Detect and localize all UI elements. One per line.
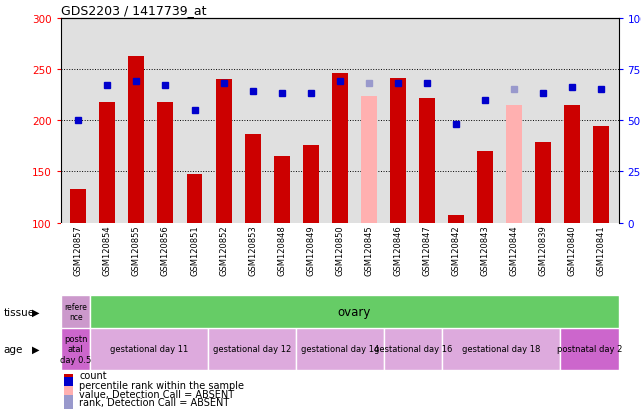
Bar [63,394,72,409]
Text: GSM120856: GSM120856 [161,225,170,276]
Text: ▶: ▶ [31,344,39,354]
Text: rank, Detection Call = ABSENT: rank, Detection Call = ABSENT [79,397,229,407]
Text: GSM120845: GSM120845 [364,225,373,276]
Bar [63,387,72,401]
Text: GSM120849: GSM120849 [306,225,315,276]
Text: GSM120841: GSM120841 [597,225,606,276]
Bar [506,105,522,223]
Text: postnatal day 2: postnatal day 2 [556,344,622,354]
Text: GSM120850: GSM120850 [335,225,344,276]
Bar [158,102,174,223]
Bar [215,80,231,223]
Text: refere
nce: refere nce [64,302,87,321]
Bar [63,377,72,392]
Text: gestational day 18: gestational day 18 [462,344,540,354]
Bar [303,145,319,223]
Text: percentile rank within the sample: percentile rank within the sample [79,380,244,390]
Bar [535,142,551,223]
Text: GSM120851: GSM120851 [190,225,199,276]
Bar [419,98,435,223]
Bar [63,368,72,383]
Text: gestational day 12: gestational day 12 [213,344,291,354]
Bar [384,328,442,370]
Text: GSM120840: GSM120840 [567,225,577,276]
Bar [71,189,87,223]
Bar [187,175,203,223]
Bar [128,57,144,223]
Bar [332,74,347,223]
Text: GSM120848: GSM120848 [277,225,286,276]
Bar [296,328,384,370]
Bar [361,96,377,223]
Bar [564,105,580,223]
Text: GSM120854: GSM120854 [103,225,112,276]
Text: GSM120853: GSM120853 [248,225,257,276]
Bar [593,127,609,223]
Text: ovary: ovary [338,305,371,318]
Text: GSM120857: GSM120857 [74,225,83,276]
Text: value, Detection Call = ABSENT: value, Detection Call = ABSENT [79,389,235,399]
Text: gestational day 14: gestational day 14 [301,344,379,354]
Text: postn
atal
day 0.5: postn atal day 0.5 [60,334,91,364]
Text: GSM120846: GSM120846 [394,225,403,276]
Text: GSM120844: GSM120844 [510,225,519,276]
Bar [560,328,619,370]
Bar [274,157,290,223]
Bar [390,79,406,223]
Text: gestational day 11: gestational day 11 [110,344,188,354]
Bar [61,295,90,328]
Bar [442,328,560,370]
Bar [61,328,90,370]
Text: count: count [79,370,107,380]
Text: GSM120842: GSM120842 [451,225,460,276]
Text: ▶: ▶ [31,307,39,317]
Bar [245,135,261,223]
Text: GSM120847: GSM120847 [422,225,431,276]
Text: GDS2203 / 1417739_at: GDS2203 / 1417739_at [61,5,206,17]
Text: gestational day 16: gestational day 16 [374,344,453,354]
Text: age: age [3,344,22,354]
Text: GSM120852: GSM120852 [219,225,228,276]
Bar [99,102,115,223]
Bar [208,328,296,370]
Text: GSM120843: GSM120843 [481,225,490,276]
Text: GSM120855: GSM120855 [132,225,141,276]
Bar [448,216,464,223]
Text: tissue: tissue [3,307,35,317]
Bar [90,328,208,370]
Bar [477,152,493,223]
Text: GSM120839: GSM120839 [538,225,547,276]
